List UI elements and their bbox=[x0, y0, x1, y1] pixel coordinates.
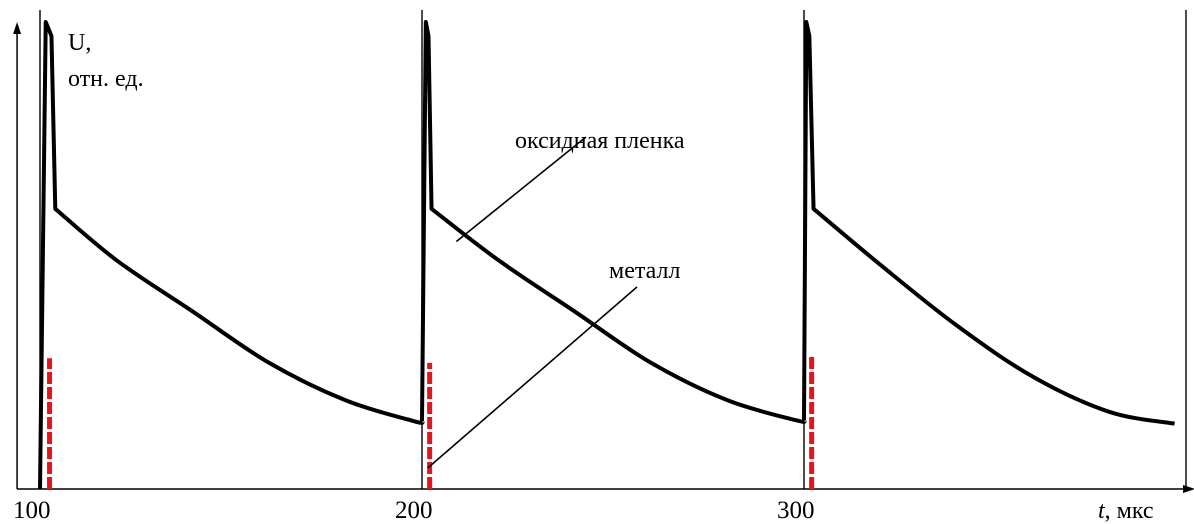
y-axis-label-line1: U, bbox=[68, 30, 91, 56]
signal-pulse-2 bbox=[802, 20, 1175, 426]
x-axis-arrow bbox=[1183, 485, 1194, 493]
vertical-lines bbox=[39, 10, 1187, 489]
x-tick-labels: 100 200 300 bbox=[13, 497, 815, 524]
annotation-leaders bbox=[427, 136, 638, 469]
y-axis-arrow bbox=[13, 22, 22, 34]
series-group bbox=[38, 20, 1175, 490]
x-axis-label-var: t bbox=[1098, 498, 1106, 524]
leader-metal bbox=[427, 286, 638, 469]
x-tick-label-300: 300 bbox=[777, 497, 815, 524]
x-axis-label-unit: , мкс bbox=[1105, 498, 1154, 524]
x-tick-label-200: 200 bbox=[395, 497, 433, 524]
signal-pulse-1 bbox=[420, 20, 807, 424]
leader-oxide-film bbox=[455, 136, 587, 243]
axes bbox=[13, 22, 1194, 493]
annotation-metal: металл bbox=[609, 258, 680, 284]
y-axis-label-line2: отн. ед. bbox=[68, 66, 144, 92]
x-axis-label: t, мкс bbox=[1098, 498, 1154, 524]
annotation-oxide-film: оксидная пленка bbox=[515, 128, 685, 154]
x-tick-label-100: 100 bbox=[13, 497, 51, 524]
text-layer: U, отн. ед. t, мкс оксидная пленка метал… bbox=[68, 30, 1154, 524]
signal-pulse-0 bbox=[38, 20, 425, 490]
